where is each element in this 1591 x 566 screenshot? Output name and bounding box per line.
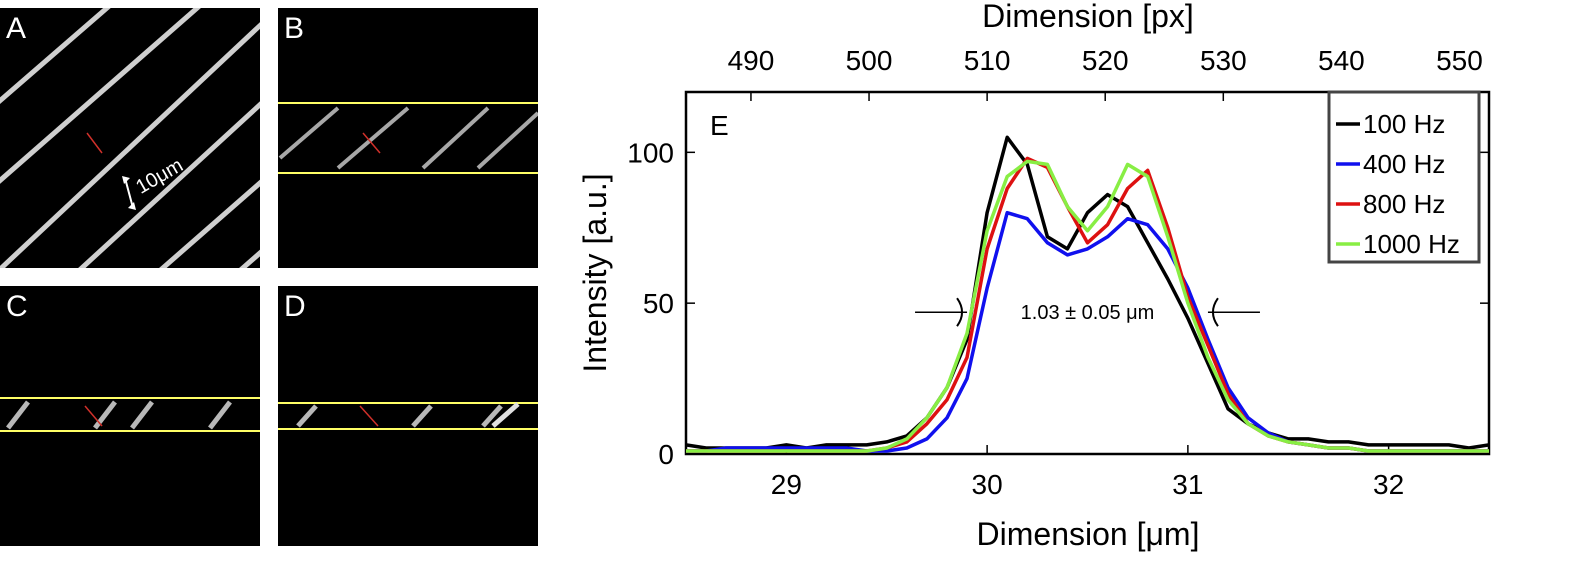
series-layer	[685, 135, 1490, 453]
top-x-tick-label: 550	[1436, 45, 1483, 76]
panel-label: A	[6, 12, 27, 45]
stripe-pattern	[278, 106, 538, 170]
panel-c: C	[0, 286, 260, 546]
x-tick-label: 29	[771, 469, 802, 500]
panel-b-image	[278, 102, 538, 174]
series-line-1000-hz	[686, 159, 1489, 453]
top-x-tick-label: 530	[1200, 45, 1247, 76]
scale-arrow	[122, 176, 136, 210]
top-x-tick-label: 520	[1082, 45, 1129, 76]
panel-a-image	[0, 8, 260, 268]
fwhm-label: 1.03 ± 0.05 μm	[1021, 302, 1155, 324]
panel-b: B	[278, 8, 538, 268]
panel-label: B	[284, 12, 305, 45]
panel-label: C	[6, 290, 28, 323]
legend-label: 100 Hz	[1363, 109, 1445, 139]
panel-c-image	[0, 397, 260, 432]
panel-label: E	[710, 110, 729, 141]
fwhm-annotation: 1.03 ± 0.05 μm	[915, 297, 1260, 327]
plot-frame	[684, 90, 1491, 456]
profile-marker	[86, 132, 103, 154]
profile-marker	[84, 405, 103, 427]
fwhm-right-arrowhead	[1211, 297, 1219, 327]
legend-label: 400 Hz	[1363, 149, 1445, 179]
y-tick-label: 0	[658, 439, 674, 470]
top-x-tick-label: 490	[728, 45, 775, 76]
profile-chart: 29 30 31 32 0 50 100 490 500 510 520 530 540 550 E Di…	[577, 0, 1491, 552]
panel-label: D	[284, 290, 306, 323]
panel-a: A 10μm	[0, 8, 260, 268]
top-axis-label: Dimension [px]	[982, 0, 1194, 34]
series-line-100-hz	[685, 135, 1490, 450]
legend-label: 800 Hz	[1363, 189, 1445, 219]
stripe-pattern	[6, 400, 232, 430]
axis-ticks: 29 30 31 32 0 50 100 490 500 510 520 530 540 550	[627, 45, 1489, 500]
x-tick-label: 31	[1172, 469, 1203, 500]
stripe-pattern	[296, 402, 520, 428]
x-tick-label: 32	[1373, 469, 1404, 500]
profile-marker	[362, 132, 381, 154]
panel-d-image	[278, 402, 538, 430]
y-tick-label: 50	[643, 288, 674, 319]
y-tick-label: 100	[627, 137, 674, 168]
fwhm-left-arrowhead	[956, 297, 964, 327]
top-x-tick-label: 500	[846, 45, 893, 76]
top-x-tick-label: 510	[964, 45, 1011, 76]
legend-box	[1327, 90, 1481, 264]
profile-marker	[359, 405, 379, 427]
top-x-tick-label: 540	[1318, 45, 1365, 76]
panel-d: D	[278, 286, 538, 546]
legend-label: 1000 Hz	[1363, 229, 1460, 259]
x-tick-label: 30	[972, 469, 1003, 500]
y-axis-label: Intensity [a.u.]	[577, 173, 613, 372]
x-axis-label: Dimension [μm]	[977, 516, 1200, 552]
legend: 100 Hz 400 Hz 800 Hz 1000 Hz	[1327, 90, 1481, 264]
stripe-pattern	[0, 8, 260, 268]
